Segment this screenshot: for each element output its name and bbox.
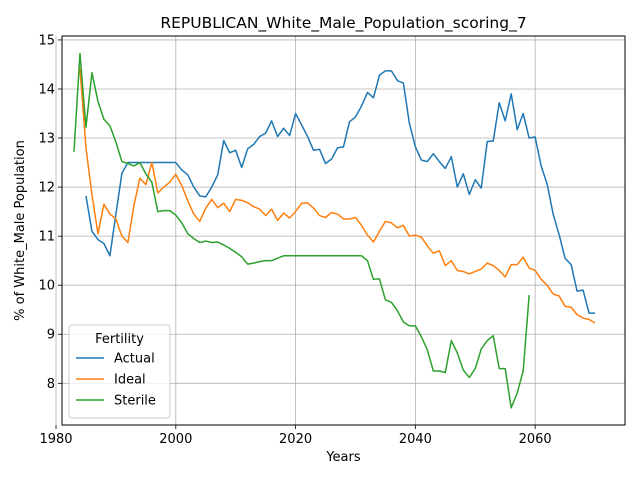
y-tick-label: 12 xyxy=(38,181,55,196)
y-tick-label: 9 xyxy=(47,328,55,343)
x-tick-label: 2000 xyxy=(159,432,192,447)
series-line-actual xyxy=(85,70,596,314)
series-line-sterile xyxy=(73,52,530,409)
x-axis-title: Years xyxy=(325,450,361,465)
series-line-ideal xyxy=(79,68,596,324)
y-axis-title: % of White_Male Population xyxy=(13,140,28,321)
y-tick-label: 14 xyxy=(38,82,55,97)
x-tick-label: 2060 xyxy=(519,432,552,447)
y-tick-label: 13 xyxy=(38,132,55,147)
y-tick-label: 11 xyxy=(38,230,55,245)
y-tick-label: 10 xyxy=(38,279,55,294)
chart-title: REPUBLICAN_White_Male_Population_scoring… xyxy=(160,14,526,33)
y-tick-label: 15 xyxy=(38,33,55,48)
series-lines xyxy=(73,52,596,409)
x-tick-label: 2040 xyxy=(399,432,432,447)
legend-box xyxy=(68,324,171,419)
legend-title: Fertility xyxy=(95,332,144,347)
legend-label-sterile: Sterile xyxy=(114,394,156,409)
y-tick-label: 8 xyxy=(47,377,55,392)
legend: Fertility Actual Ideal Sterile xyxy=(68,324,171,419)
legend-label-actual: Actual xyxy=(114,352,155,367)
x-tick-label: 1980 xyxy=(39,432,72,447)
legend-label-ideal: Ideal xyxy=(114,373,146,388)
axis-ticks: 1980 2000 2020 2040 2060 8 9 10 11 12 13 14 15 xyxy=(38,33,551,447)
x-tick-label: 2020 xyxy=(279,432,312,447)
plot-frame xyxy=(61,35,626,426)
